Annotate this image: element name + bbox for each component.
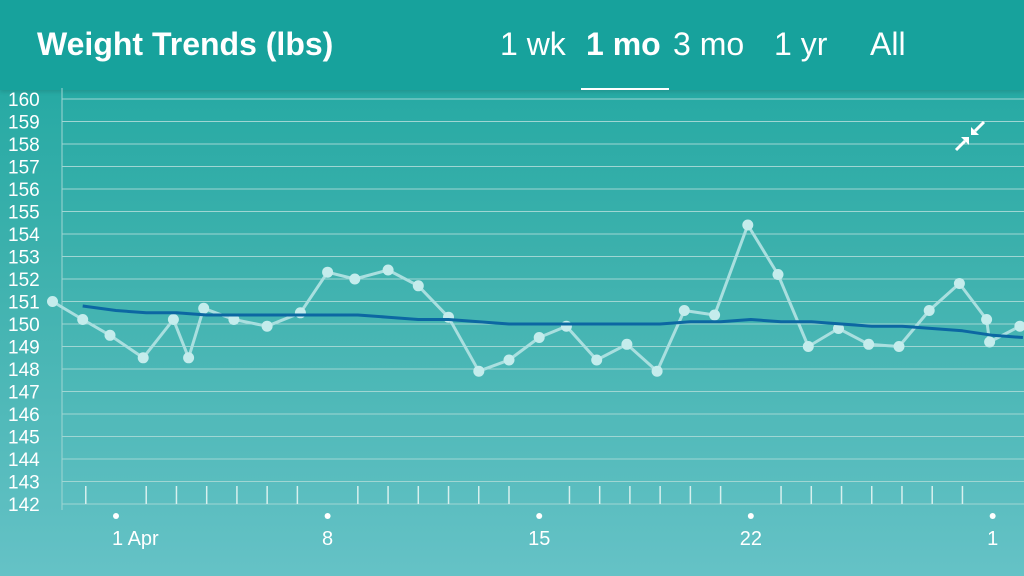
x-tick-label: 1	[987, 528, 998, 550]
measurement-point	[984, 336, 996, 348]
x-tick-label: 22	[740, 528, 762, 550]
y-tick-label: 144	[8, 450, 40, 471]
measurement-point	[621, 338, 633, 350]
collapse-arrows-icon[interactable]	[950, 118, 990, 154]
measurement-point	[104, 329, 116, 341]
y-tick-label: 160	[8, 90, 40, 111]
measurement-point	[560, 320, 572, 332]
measurement-point	[473, 365, 485, 377]
measurement-point	[893, 341, 905, 352]
measurement-point	[228, 314, 240, 325]
measurement-point	[591, 354, 603, 366]
measurement-point	[833, 323, 844, 334]
grid-lines	[61, 88, 1024, 510]
y-tick-label: 145	[8, 428, 40, 449]
y-tick-label: 155	[8, 203, 40, 224]
x-tick-label: 1 Apr	[112, 528, 159, 550]
measurement-point	[742, 219, 754, 231]
measurement-point	[261, 320, 273, 332]
chart-series	[47, 219, 1024, 377]
measurement-point	[709, 309, 721, 321]
measurement-point	[183, 352, 195, 364]
measurement-point	[137, 352, 149, 364]
x-major-tick-dot	[747, 513, 754, 519]
measurement-point	[678, 305, 690, 316]
y-tick-label: 146	[8, 405, 40, 426]
y-tick-label: 158	[8, 135, 40, 156]
measurement-point	[294, 307, 306, 319]
measurement-point	[863, 338, 875, 350]
trend-line	[82, 304, 1024, 339]
measurement-point	[923, 305, 935, 316]
measurement-point	[198, 302, 210, 314]
measurement-point	[802, 341, 814, 352]
y-tick-label: 147	[8, 383, 40, 404]
y-tick-label: 157	[8, 158, 40, 179]
tab-1-month[interactable]: 1 mo	[586, 26, 661, 62]
measurement-point	[47, 296, 58, 307]
x-major-tick-dot	[324, 513, 331, 519]
x-major-tick-dot	[113, 513, 119, 519]
active-tab-indicator	[581, 88, 669, 90]
measurement-point	[651, 365, 663, 377]
y-tick-label: 154	[8, 225, 40, 246]
measurement-line	[51, 223, 1024, 373]
tab-3-months[interactable]: 3 mo	[673, 26, 745, 62]
y-tick-label: 153	[8, 248, 40, 269]
page-title: Weight Trends (lbs)	[37, 26, 334, 62]
x-axis: 1 Apr 8 15 22 1	[85, 486, 998, 550]
tab-1-year[interactable]: 1 yr	[774, 26, 828, 62]
measurement-point	[1014, 320, 1024, 332]
y-axis-labels: 1601591581571561551541531521511501491481…	[8, 90, 40, 516]
measurement-point	[953, 278, 965, 289]
y-tick-label: 159	[8, 113, 40, 134]
y-tick-label: 143	[8, 473, 40, 494]
y-tick-label: 150	[8, 315, 40, 336]
y-tick-label: 156	[8, 180, 40, 201]
tab-all[interactable]: All	[870, 26, 906, 62]
x-tick-label: 8	[322, 528, 333, 550]
y-tick-label: 149	[8, 338, 40, 359]
measurement-point	[981, 314, 993, 325]
y-tick-label: 148	[8, 360, 40, 381]
header-bar: Weight Trends (lbs) 1 wk 1 mo 3 mo 1 yr …	[0, 0, 1024, 90]
measurement-point	[412, 280, 424, 292]
x-tick-label: 15	[528, 528, 550, 550]
x-major-tick-dot	[989, 513, 996, 519]
measurement-point	[503, 354, 515, 366]
y-tick-label: 142	[8, 495, 40, 516]
measurement-point	[167, 314, 179, 325]
x-major-tick-dot	[536, 513, 543, 519]
measurement-point	[533, 332, 545, 343]
tab-1-week[interactable]: 1 wk	[500, 26, 566, 62]
measurement-point	[322, 266, 334, 278]
y-tick-label: 152	[8, 270, 40, 291]
measurement-point	[77, 314, 89, 325]
measurement-point	[772, 269, 784, 280]
y-tick-label: 151	[8, 293, 40, 314]
measurement-point	[382, 264, 394, 276]
measurement-point	[349, 273, 361, 285]
